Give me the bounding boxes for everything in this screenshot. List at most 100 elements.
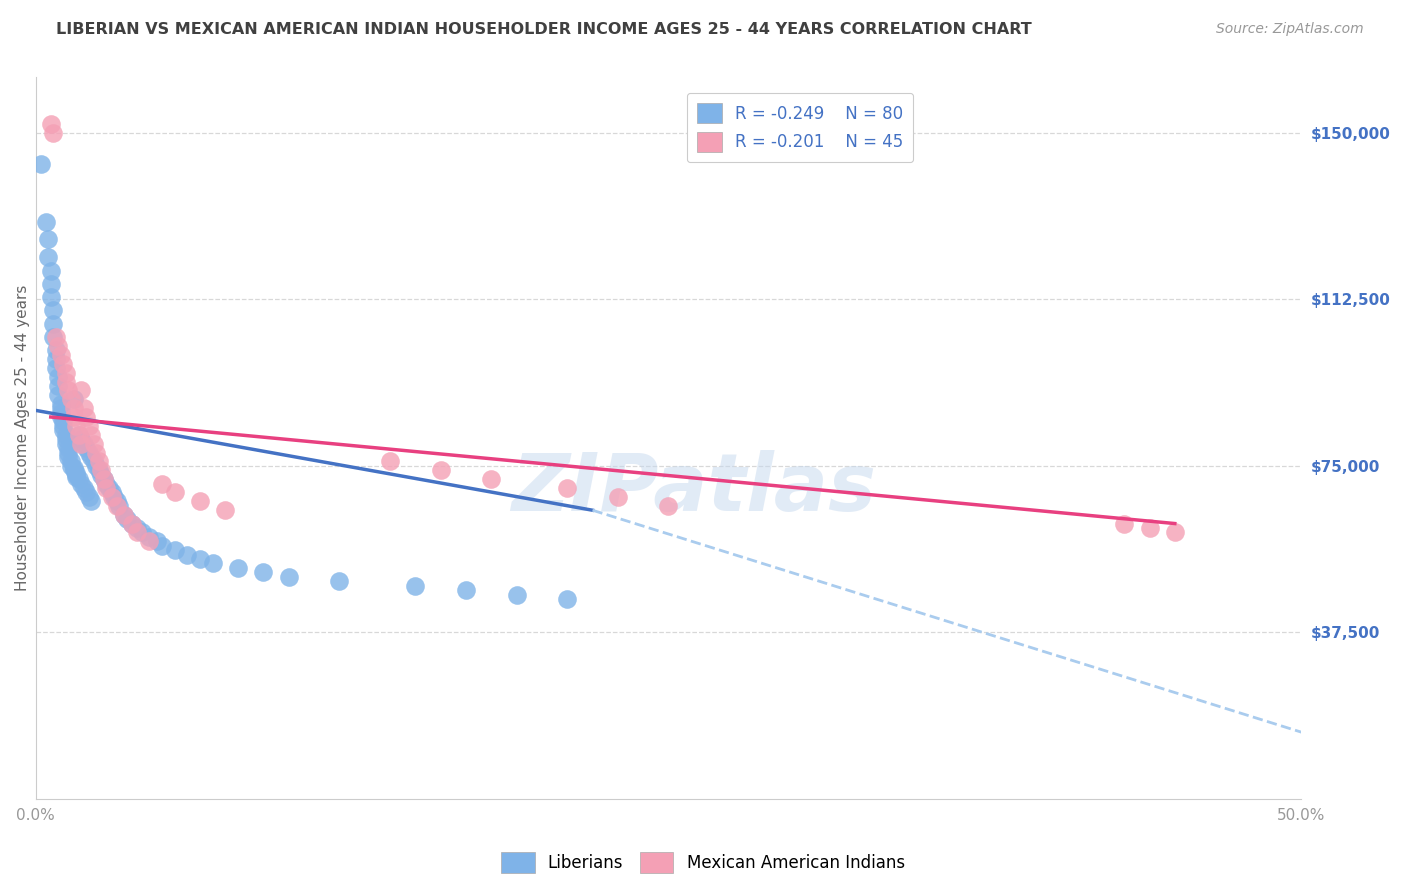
Point — [404, 579, 426, 593]
Point — [39, 277, 62, 291]
Point — [112, 508, 135, 522]
Point — [96, 476, 118, 491]
Point — [93, 472, 115, 486]
Point — [67, 427, 90, 442]
Point — [34, 215, 56, 229]
Point — [45, 343, 67, 358]
Point — [146, 534, 169, 549]
Point — [75, 485, 97, 500]
Point — [1164, 525, 1187, 540]
Point — [59, 454, 82, 468]
Point — [45, 330, 67, 344]
Point — [49, 410, 72, 425]
Point — [65, 470, 87, 484]
Y-axis label: Householder Income Ages 25 - 44 years: Householder Income Ages 25 - 44 years — [15, 285, 30, 591]
Point — [80, 427, 103, 442]
Point — [657, 499, 679, 513]
Point — [201, 557, 224, 571]
Point — [214, 503, 236, 517]
Point — [378, 454, 401, 468]
Point — [49, 397, 72, 411]
Point — [105, 499, 128, 513]
Point — [555, 481, 578, 495]
Point — [46, 379, 69, 393]
Point — [55, 375, 77, 389]
Legend: Liberians, Mexican American Indians: Liberians, Mexican American Indians — [495, 846, 911, 880]
Point — [98, 481, 121, 495]
Point — [138, 530, 160, 544]
Point — [30, 157, 52, 171]
Point — [277, 570, 299, 584]
Point — [45, 361, 67, 376]
Point — [67, 472, 90, 486]
Point — [188, 494, 211, 508]
Point — [328, 574, 350, 589]
Point — [55, 436, 77, 450]
Point — [103, 490, 125, 504]
Point — [58, 445, 80, 459]
Point — [65, 418, 87, 433]
Point — [42, 330, 65, 344]
Point — [70, 476, 93, 491]
Point — [87, 454, 110, 468]
Point — [65, 466, 87, 480]
Point — [73, 481, 96, 495]
Point — [100, 485, 122, 500]
Point — [1139, 521, 1161, 535]
Point — [121, 516, 143, 531]
Point — [83, 436, 105, 450]
Point — [70, 432, 93, 446]
Point — [77, 418, 100, 433]
Point — [52, 423, 75, 437]
Point — [62, 461, 84, 475]
Point — [86, 458, 108, 473]
Point — [39, 290, 62, 304]
Point — [55, 432, 77, 446]
Point — [52, 414, 75, 428]
Point — [112, 508, 135, 522]
Point — [65, 467, 87, 482]
Point — [163, 485, 186, 500]
Text: Source: ZipAtlas.com: Source: ZipAtlas.com — [1216, 22, 1364, 37]
Point — [62, 401, 84, 416]
Point — [59, 458, 82, 473]
Point — [58, 441, 80, 455]
Legend: R = -0.249    N = 80, R = -0.201    N = 45: R = -0.249 N = 80, R = -0.201 N = 45 — [686, 93, 914, 162]
Point — [138, 534, 160, 549]
Point — [150, 539, 173, 553]
Point — [37, 250, 59, 264]
Point — [42, 317, 65, 331]
Point — [58, 450, 80, 464]
Point — [77, 445, 100, 459]
Point — [454, 583, 477, 598]
Point — [121, 516, 143, 531]
Point — [45, 352, 67, 367]
Point — [75, 441, 97, 455]
Point — [73, 401, 96, 416]
Point — [555, 592, 578, 607]
Point — [90, 467, 112, 482]
Point — [46, 370, 69, 384]
Point — [37, 232, 59, 246]
Point — [70, 436, 93, 450]
Point — [131, 525, 153, 540]
Point — [87, 463, 110, 477]
Point — [42, 303, 65, 318]
Point — [55, 366, 77, 380]
Point — [62, 410, 84, 425]
Point — [52, 357, 75, 371]
Point — [163, 543, 186, 558]
Point — [55, 427, 77, 442]
Point — [80, 450, 103, 464]
Point — [49, 348, 72, 362]
Point — [62, 392, 84, 407]
Point — [150, 476, 173, 491]
Point — [479, 472, 502, 486]
Point — [46, 388, 69, 402]
Point — [105, 494, 128, 508]
Point — [125, 521, 148, 535]
Point — [96, 481, 118, 495]
Point — [429, 463, 451, 477]
Point — [49, 401, 72, 416]
Point — [252, 566, 274, 580]
